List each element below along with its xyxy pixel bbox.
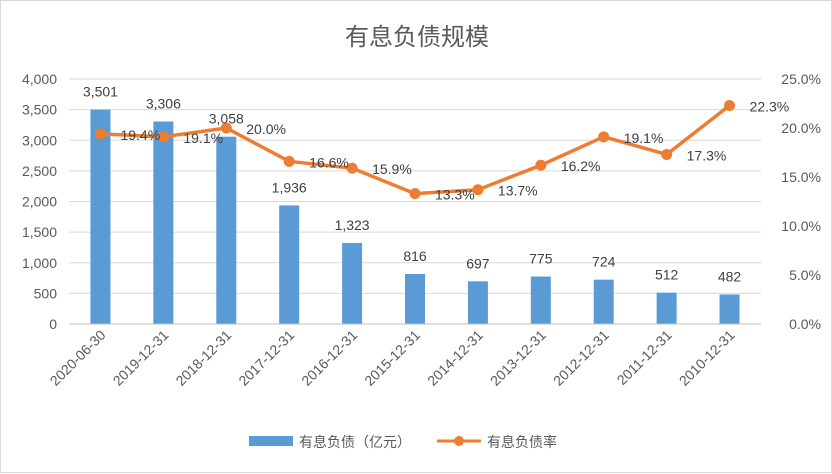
y-right-tick-label: 20.0%: [781, 120, 821, 136]
x-tick-label: 2010-12-31: [676, 327, 738, 389]
line-value-label: 16.6%: [309, 154, 349, 170]
bar-value-label: 816: [403, 248, 427, 264]
line-value-label: 15.9%: [372, 161, 412, 177]
legend-bar-label: 有息负债（亿元）: [299, 434, 411, 451]
bar: [216, 136, 237, 324]
bar-value-label: 3,306: [146, 96, 181, 112]
y-left-tick-label: 0: [49, 316, 57, 332]
bar-value-label: 512: [655, 267, 679, 283]
y-left-tick-label: 1,000: [22, 255, 57, 271]
y-right-tick-label: 25.0%: [781, 71, 821, 87]
y-left-tick-label: 2,500: [22, 163, 57, 179]
bar-series: [90, 109, 740, 324]
line-point: [157, 131, 169, 143]
x-tick-label: 2013-12-31: [487, 327, 549, 389]
bar: [153, 121, 174, 324]
data-labels: 3,501 3,306 3,058 1,936 1,323 816 697 775 724 512…: [83, 84, 789, 285]
line-point: [598, 131, 610, 143]
y-right-tick-label: 0.0%: [789, 316, 821, 332]
gridlines: [69, 78, 761, 294]
line-value-label: 16.2%: [561, 158, 601, 174]
bar: [90, 109, 111, 324]
bar-value-label: 775: [529, 251, 553, 267]
y-left-tick-label: 2,000: [22, 194, 57, 210]
bar-value-label: 3,501: [83, 84, 118, 100]
line-value-label: 13.7%: [498, 183, 538, 199]
line-value-label: 20.0%: [246, 121, 286, 137]
bar: [530, 276, 551, 324]
bar-value-label: 697: [466, 255, 490, 271]
line-point: [409, 188, 421, 200]
bar: [405, 274, 425, 324]
line-series: [94, 99, 736, 200]
x-tick-label: 2018-12-31: [172, 327, 234, 389]
y-left-tick-label: 500: [34, 285, 58, 301]
line-value-label: 19.4%: [120, 127, 160, 143]
line-value-label: 19.1%: [183, 130, 223, 146]
x-tick-label: 2011-12-31: [614, 327, 675, 388]
line-point: [283, 155, 295, 167]
x-tick-label: 2015-12-31: [361, 327, 423, 389]
bar: [467, 281, 488, 324]
y-left-tick-label: 3,500: [22, 102, 57, 118]
legend-bar-swatch: [249, 436, 293, 446]
bar-value-label: 1,936: [272, 179, 307, 195]
line-value-label: 17.3%: [687, 147, 727, 163]
x-tick-label: 2019-12-31: [110, 327, 172, 389]
x-tick-label: 2012-12-31: [550, 327, 612, 389]
x-tick-label: 2016-12-31: [298, 327, 360, 389]
legend: 有息负债（亿元） 有息负债率: [249, 434, 557, 451]
line-point: [724, 99, 736, 111]
line-point: [472, 184, 484, 196]
line-value-label: 22.3%: [750, 98, 790, 114]
y-right-tick-label: 5.0%: [789, 267, 821, 283]
bar: [719, 294, 740, 324]
legend-line-marker: [454, 436, 464, 446]
y-left-tick-label: 1,500: [22, 224, 57, 240]
bar-value-label: 1,323: [335, 217, 370, 233]
x-tick-label: 2020-06-30: [47, 327, 109, 389]
bar-value-label: 482: [718, 268, 742, 284]
bar: [656, 292, 677, 324]
bar: [342, 242, 363, 324]
line-point: [661, 148, 673, 160]
bar-value-label: 3,058: [209, 111, 244, 127]
legend-line-label: 有息负债率: [487, 434, 557, 451]
x-tick-label: 2017-12-31: [235, 327, 297, 389]
chart-title: 有息负债规模: [345, 23, 489, 51]
line-point: [535, 159, 547, 171]
bar: [593, 279, 614, 324]
bar-value-label: 724: [592, 254, 616, 270]
y-right-tick-label: 10.0%: [781, 218, 821, 234]
rate-line: [100, 104, 731, 196]
y-right-tick-label: 15.0%: [781, 169, 821, 185]
axes: 0 500 1,000 1,500 2,000 2,500 3,000 3,500 4,000 0…: [22, 71, 821, 389]
line-value-label: 19.1%: [624, 130, 664, 146]
x-tick-label: 2014-12-31: [424, 327, 486, 389]
y-left-tick-label: 3,000: [22, 132, 57, 148]
line-point: [94, 128, 106, 140]
line-point: [220, 122, 232, 134]
line-value-label: 13.3%: [435, 187, 475, 203]
y-left-tick-label: 4,000: [22, 71, 57, 87]
line-point: [346, 162, 358, 174]
bar: [279, 205, 300, 324]
